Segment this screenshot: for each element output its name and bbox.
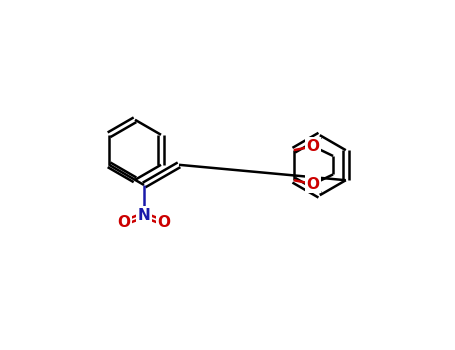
Text: O: O xyxy=(307,176,319,191)
Text: O: O xyxy=(117,215,131,230)
Text: O: O xyxy=(157,215,171,230)
Text: N: N xyxy=(138,208,151,223)
Text: O: O xyxy=(307,139,319,154)
